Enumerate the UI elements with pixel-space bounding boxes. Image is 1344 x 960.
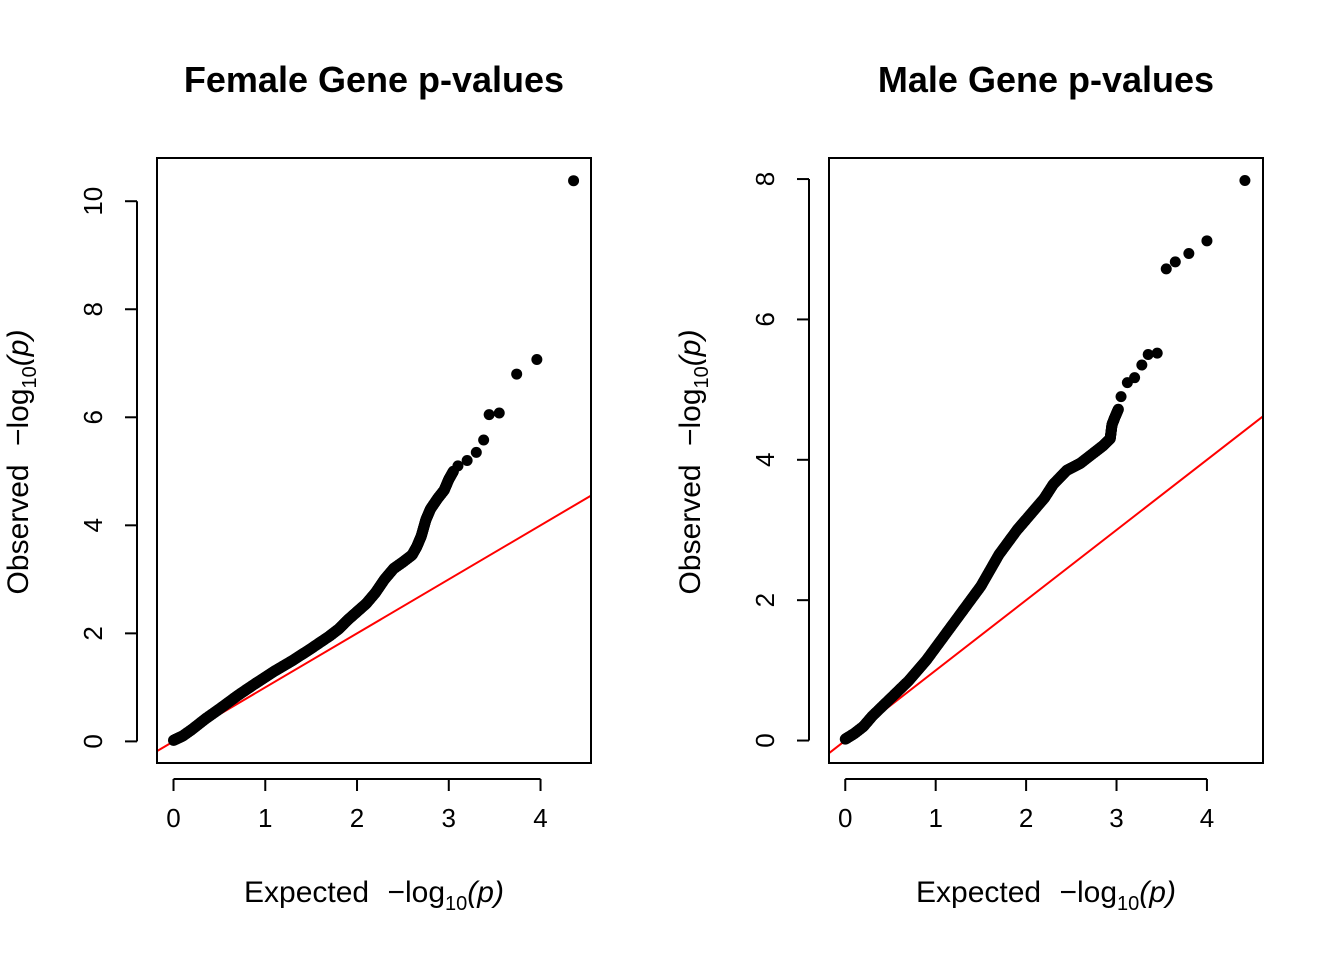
male-qq-point xyxy=(1112,403,1124,415)
female-x-tick-label: 0 xyxy=(166,803,180,833)
female-y-tick-label: 0 xyxy=(78,734,108,748)
male-reference-line xyxy=(828,415,1264,754)
female-outlier-point xyxy=(478,434,490,446)
male-outlier-point xyxy=(1151,347,1163,359)
female-data-points xyxy=(168,175,580,746)
female-expected-line xyxy=(156,494,592,752)
male-outlier-point xyxy=(1115,391,1127,403)
male-outlier-point xyxy=(1136,359,1148,371)
female-outlier-point xyxy=(461,455,473,466)
male-outlier-point xyxy=(1201,235,1213,247)
female-y-tick-label: 8 xyxy=(78,302,108,316)
female-outlier-point xyxy=(493,407,505,419)
male-x-tick-label: 1 xyxy=(928,803,942,833)
male-x-tick-label: 2 xyxy=(1019,803,1033,833)
female-y-tick-label: 2 xyxy=(78,626,108,640)
male-plot-frame xyxy=(828,157,1264,764)
female-qq-panel: Female Gene p-values 0 1 2 3 4 0 2 4 6 8 10 Expect… xyxy=(2,59,592,915)
male-y-tick-label: 0 xyxy=(750,733,780,747)
female-x-tick-label: 4 xyxy=(533,803,547,833)
female-y-tick-label: 10 xyxy=(78,187,108,216)
female-y-tick-label: 4 xyxy=(78,518,108,532)
male-x-axis-label: Expected −log10(p) xyxy=(916,876,1176,915)
male-outlier-point xyxy=(1169,256,1181,268)
male-axis-ticks: 0 1 2 3 4 0 2 4 6 8 xyxy=(750,172,1214,833)
male-plot-title: Male Gene p-values xyxy=(878,59,1214,100)
female-outlier-point xyxy=(483,409,495,421)
male-qq-panel: Male Gene p-values 0 1 2 3 4 0 2 4 6 8 Expected −… xyxy=(674,59,1264,915)
female-x-tick-label: 2 xyxy=(350,803,364,833)
female-outlier-point xyxy=(531,353,543,365)
male-y-axis-label: Observed −log10(p) xyxy=(674,330,713,595)
female-x-axis-label: Expected −log10(p) xyxy=(244,876,504,915)
female-outlier-point xyxy=(452,460,464,472)
female-plot-title: Female Gene p-values xyxy=(184,59,564,100)
female-x-tick-label: 1 xyxy=(258,803,272,833)
male-x-tick-label: 0 xyxy=(838,803,852,833)
male-outlier-point xyxy=(1183,247,1195,259)
female-plot-frame xyxy=(156,157,592,764)
female-outlier-point xyxy=(470,446,482,458)
male-data-points xyxy=(839,174,1251,745)
female-outlier-point xyxy=(568,175,580,187)
female-x-tick-label: 3 xyxy=(442,803,456,833)
male-y-tick-label: 2 xyxy=(750,593,780,607)
male-outlier-point xyxy=(1129,372,1141,384)
male-outlier-point xyxy=(1160,263,1172,275)
male-expected-line xyxy=(828,415,1264,754)
male-y-tick-label: 6 xyxy=(750,312,780,326)
female-axis-ticks: 0 1 2 3 4 0 2 4 6 8 10 xyxy=(78,187,548,833)
female-outlier-point xyxy=(511,368,523,380)
male-x-tick-label: 4 xyxy=(1200,803,1214,833)
female-y-tick-label: 6 xyxy=(78,410,108,424)
male-outlier-point xyxy=(1239,174,1251,186)
male-x-tick-label: 3 xyxy=(1109,803,1123,833)
male-y-tick-label: 8 xyxy=(750,172,780,186)
female-y-axis-label: Observed −log10(p) xyxy=(2,330,41,595)
female-reference-line xyxy=(156,494,592,752)
male-outlier-point xyxy=(1142,349,1154,361)
male-y-tick-label: 4 xyxy=(750,453,780,467)
